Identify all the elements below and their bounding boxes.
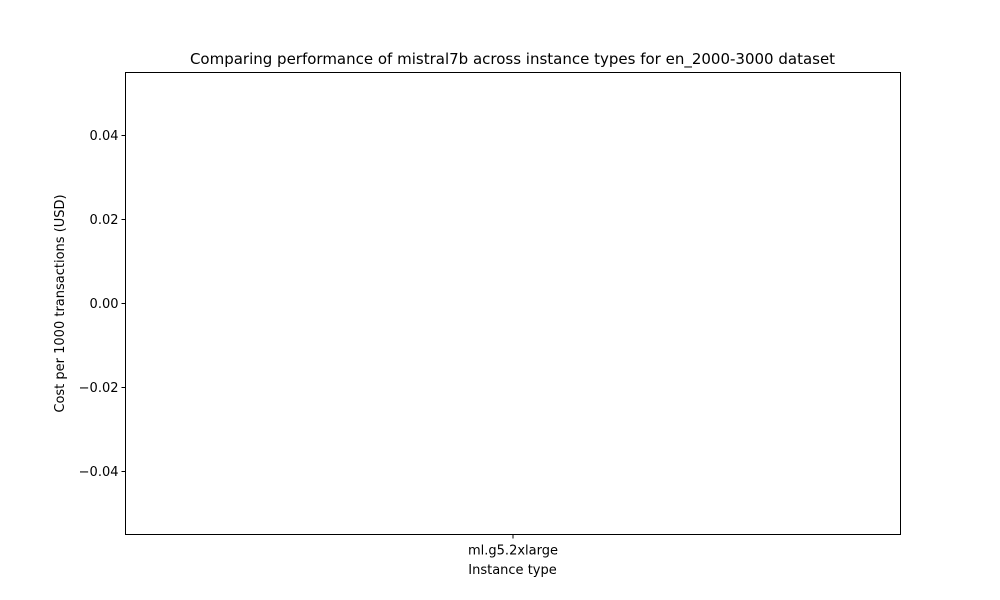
x-axis: ml.g5.2xlarge bbox=[468, 534, 558, 559]
y-axis: −0.04 −0.02 0.00 0.02 0.04 bbox=[79, 129, 126, 480]
x-axis-label: Instance type bbox=[468, 563, 556, 578]
y-tick-label: −0.04 bbox=[79, 465, 119, 480]
y-axis-label: Cost per 1000 transactions (USD) bbox=[53, 194, 68, 412]
y-tick-label: 0.04 bbox=[90, 129, 119, 144]
x-tick-label: ml.g5.2xlarge bbox=[468, 544, 558, 559]
y-tick-label: 0.00 bbox=[90, 297, 119, 312]
plot-frame bbox=[125, 72, 901, 535]
y-tick-label: 0.02 bbox=[90, 213, 119, 228]
chart-title: Comparing performance of mistral7b acros… bbox=[190, 50, 835, 69]
y-tick-label: −0.02 bbox=[79, 381, 119, 396]
